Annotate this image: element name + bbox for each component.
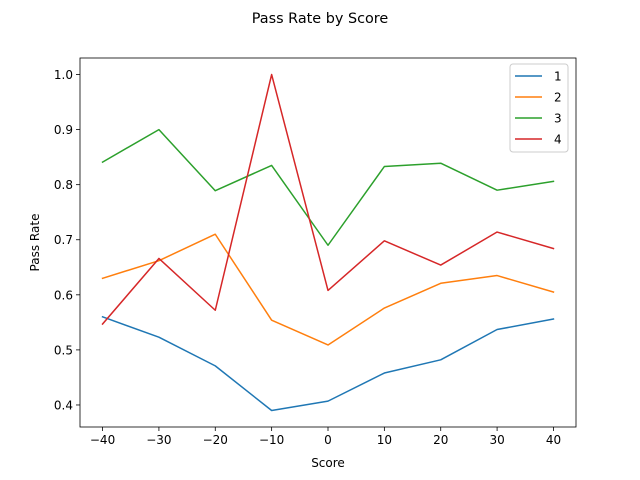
x-tick-label: 30 (489, 433, 504, 447)
x-axis: −40 −30 −20 −10 0 10 20 30 40 (90, 427, 561, 447)
series-line-4 (101, 73, 555, 326)
y-tick-label: 0.5 (54, 343, 73, 357)
legend-label: 1 (554, 70, 562, 84)
legend-label: 3 (554, 112, 562, 126)
y-axis: 0.4 0.5 0.6 0.7 0.8 0.9 1.0 (54, 68, 80, 412)
y-tick-label: 0.9 (54, 123, 73, 137)
x-tick-label: −20 (203, 433, 228, 447)
x-tick-label: −30 (146, 433, 171, 447)
y-tick-label: 0.8 (54, 178, 73, 192)
y-tick-label: 1.0 (54, 68, 73, 82)
x-tick-label: 0 (324, 433, 332, 447)
series-line-3 (101, 128, 555, 246)
y-tick-label: 0.7 (54, 233, 73, 247)
x-axis-label: Score (311, 456, 345, 470)
legend-label: 4 (554, 133, 562, 147)
x-tick-label: 20 (433, 433, 448, 447)
series-line-2 (101, 233, 555, 346)
series-layer (101, 73, 555, 412)
x-tick-label: 40 (546, 433, 561, 447)
legend-label: 2 (554, 91, 562, 105)
legend: 1 2 3 4 (509, 63, 569, 153)
chart-title: Pass Rate by Score (252, 11, 389, 27)
y-axis-label: Pass Rate (28, 214, 42, 272)
y-tick-label: 0.6 (54, 288, 73, 302)
x-tick-label: −40 (90, 433, 115, 447)
legend-box (509, 63, 569, 153)
x-tick-label: −10 (259, 433, 284, 447)
series-line-1 (101, 315, 555, 412)
x-tick-label: 10 (377, 433, 392, 447)
y-tick-label: 0.4 (54, 398, 73, 412)
